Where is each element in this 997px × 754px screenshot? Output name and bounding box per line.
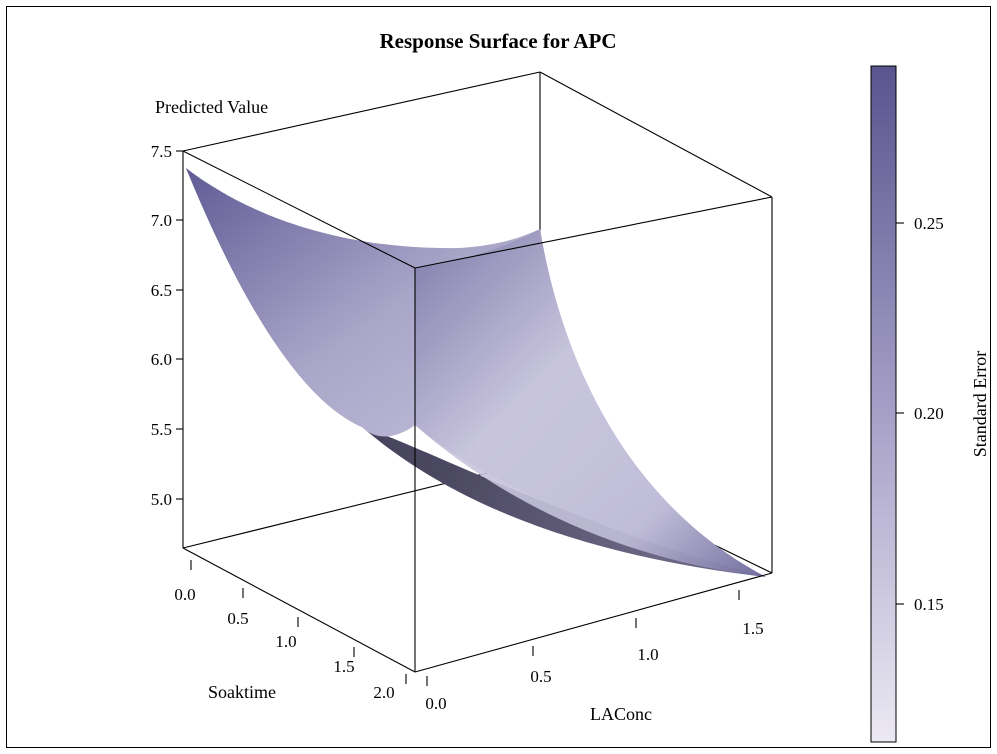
x-tick-label: 1.5: [333, 657, 354, 676]
colorbar-ticks: [896, 222, 904, 605]
z-tick-label: 6.5: [151, 281, 172, 300]
colorbar-tick-label: 0.20: [914, 404, 944, 423]
colorbar-label: Standard Error: [970, 351, 990, 457]
x-axis-label: Soaktime: [208, 682, 276, 702]
box-front-edges: [182, 150, 773, 673]
z-tick-label: 6.0: [151, 350, 172, 369]
y-tick-label: 1.5: [742, 619, 763, 638]
z-axis-label: Predicted Value: [155, 97, 268, 117]
z-tick-label: 7.5: [151, 142, 172, 161]
x-axis-ticks: [190, 560, 407, 684]
x-tick-label: 0.5: [227, 609, 248, 628]
z-tick-label: 5.5: [151, 420, 172, 439]
chart-title: Response Surface for APC: [379, 29, 616, 53]
y-tick-label: 1.0: [637, 645, 658, 664]
colorbar-tick-label: 0.25: [914, 214, 944, 233]
y-axis-label: LAConc: [590, 704, 652, 724]
x-tick-label: 2.0: [373, 683, 394, 702]
y-tick-label: 0.5: [530, 667, 551, 686]
x-tick-label: 1.0: [275, 632, 296, 651]
y-axis-ticks: [426, 590, 740, 686]
z-tick-label: 7.0: [151, 211, 172, 230]
z-tick-label: 5.0: [151, 490, 172, 509]
z-axis-ticks: [176, 150, 183, 500]
y-tick-label: 0.0: [425, 694, 446, 713]
response-surface: [186, 168, 766, 577]
x-tick-label: 0.0: [174, 585, 195, 604]
colorbar: [870, 65, 897, 743]
colorbar-tick-label: 0.15: [914, 595, 944, 614]
